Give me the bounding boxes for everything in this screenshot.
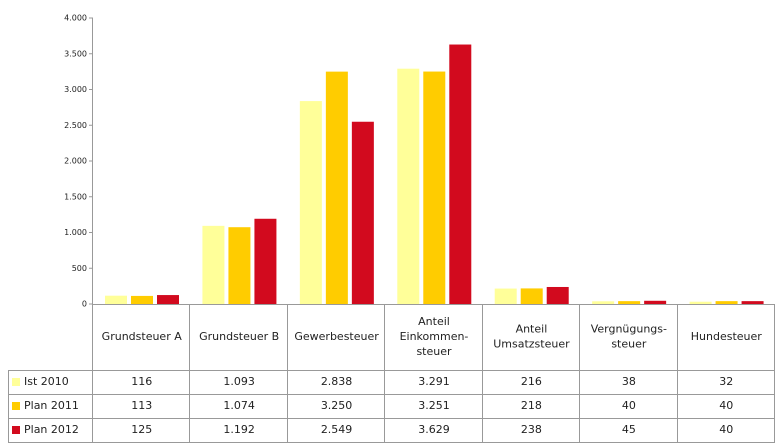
table-value: 1.074 [223,399,255,412]
table-value: 45 [622,423,636,436]
table-value: 216 [521,375,542,388]
table-value: 1.192 [223,423,255,436]
y-tick-label: 2.500 [64,121,87,130]
y-tick-label: 3.000 [64,85,87,94]
table-value: 40 [719,399,733,412]
table-value: 218 [521,399,542,412]
table-value: 32 [719,375,733,388]
table-value: 3.250 [321,399,353,412]
bar [105,295,127,304]
y-tick-label: 2.000 [64,157,87,166]
bar [689,301,712,304]
bar [546,286,569,304]
bar [715,301,738,304]
table-value: 238 [521,423,542,436]
y-tick-label: 500 [72,264,87,273]
bar [494,288,517,304]
category-label: Anteil Umsatzsteuer [493,323,570,351]
table-value: 2.549 [321,423,353,436]
bar [351,121,374,305]
table-value: 3.291 [418,375,450,388]
table-value: 2.838 [321,375,353,388]
bar [228,227,251,304]
table-value: 116 [131,375,152,388]
category-label: Vergnügungs-steuer [591,323,667,351]
legend-label: Plan 2011 [24,399,79,412]
y-tick-label: 3.500 [64,49,87,58]
table-value: 113 [131,399,152,412]
bar [618,301,641,304]
legend-swatch [12,402,20,410]
y-tick-label: 4.000 [64,14,87,23]
table-value: 1.093 [223,375,255,388]
table-value: 40 [719,423,733,436]
legend-swatch [12,378,20,386]
bar [157,295,179,304]
table-value: 3.629 [418,423,450,436]
legend-label: Plan 2012 [24,423,79,436]
bar [131,295,153,304]
bar [423,71,446,304]
bar [254,218,277,304]
bar [397,68,420,304]
legend-label: Ist 2010 [24,375,69,388]
bar [741,301,764,304]
y-tick-label: 1.500 [64,192,87,201]
bar [592,301,615,304]
bar [299,101,322,304]
table-value: 38 [622,375,636,388]
category-label: Anteil Einkommen-steuer [400,315,469,358]
table-value: 3.251 [418,399,450,412]
category-label: Grundsteuer B [199,330,279,343]
bar [644,300,667,304]
category-label: Grundsteuer A [102,330,183,343]
category-label: Gewerbesteuer [294,330,379,343]
y-tick-label: 0 [82,300,87,309]
bar [520,288,543,304]
bar [449,44,472,305]
table-value: 40 [622,399,636,412]
y-tick-label: 1.000 [64,228,87,237]
table-value: 125 [131,423,152,436]
bar [202,225,225,304]
legend-swatch [12,426,20,434]
bar [325,71,348,304]
category-label: Hundesteuer [691,330,763,343]
